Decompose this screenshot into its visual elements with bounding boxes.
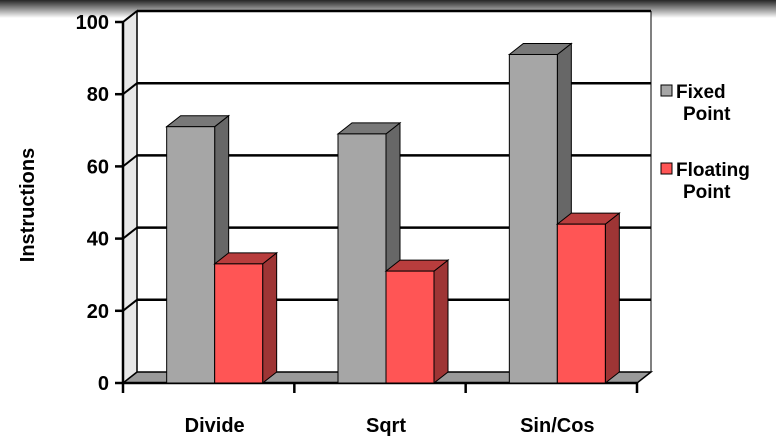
legend-swatch (660, 162, 673, 175)
bar-front (337, 133, 387, 384)
legend-label-line: Point (683, 182, 731, 203)
y-axis-title: Instructions (17, 148, 39, 262)
y-tick-label: 40 (87, 229, 109, 251)
gridline-depth (122, 154, 138, 168)
bar-side (604, 212, 620, 385)
legend-item: Floating Point (660, 160, 750, 203)
bar-front (385, 270, 435, 384)
legend-label-line: Point (683, 104, 731, 125)
bar-side (433, 259, 449, 385)
gridline-depth (122, 10, 138, 23)
bar (384, 259, 450, 385)
bars (165, 42, 621, 385)
category-label: Sqrt (366, 415, 406, 437)
gridline-depth (122, 299, 138, 312)
legend-label-line: Floating (676, 160, 750, 181)
category-label: Sin/Cos (520, 415, 594, 437)
legend-swatch (660, 84, 673, 97)
y-tick-label: 100 (76, 12, 109, 34)
side-wall (122, 9, 138, 385)
y-tick-label: 80 (87, 84, 109, 106)
y-tick-label: 20 (87, 301, 109, 323)
y-tick-labels: 0 20 40 60 80 100 (76, 12, 109, 395)
y-tick-label: 0 (98, 373, 109, 395)
bar-side (262, 251, 278, 385)
legend-label-line: Fixed (676, 82, 726, 103)
gridline-depth (122, 82, 138, 95)
bar-front (214, 263, 264, 384)
gridline-depth (122, 226, 138, 240)
bar-front (508, 53, 558, 384)
legend-label: Fixed Point (676, 82, 731, 125)
bar-front (556, 223, 606, 384)
bar-front (166, 126, 216, 384)
bar (165, 114, 231, 385)
category-labels: Divide Sqrt Sin/Cos (185, 415, 595, 437)
category-label: Divide (185, 415, 245, 437)
y-tick-label: 60 (87, 156, 109, 178)
bar (213, 251, 279, 385)
legend-item: Fixed Point (660, 82, 731, 125)
legend-label: Floating Point (676, 160, 750, 203)
bar (555, 212, 621, 385)
